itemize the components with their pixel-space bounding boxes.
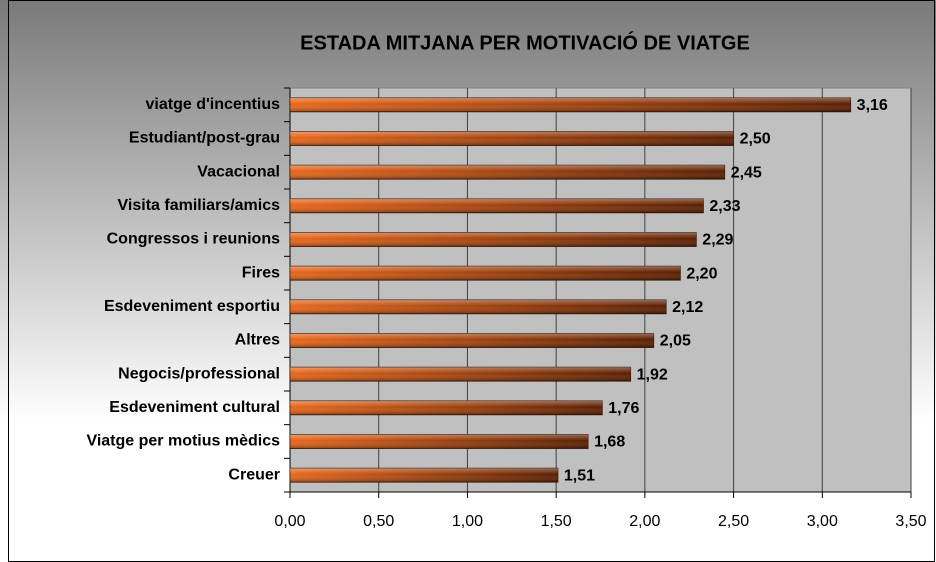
y-tick-label: viatge d'incentius xyxy=(146,96,281,113)
y-tick-label: Fires xyxy=(242,264,280,281)
x-tick-label: 1,00 xyxy=(452,513,483,530)
value-label: 2,05 xyxy=(660,333,691,350)
bar-shade xyxy=(290,131,734,146)
bar-shade xyxy=(290,468,558,483)
bar-shade xyxy=(290,400,603,415)
x-tick-label: 3,50 xyxy=(895,513,926,530)
y-tick-label: Estudiant/post-grau xyxy=(129,130,280,147)
y-tick-label: Visita familiars/amics xyxy=(118,197,281,214)
bar-shade xyxy=(290,232,697,247)
value-label: 2,20 xyxy=(686,265,717,282)
value-label: 2,45 xyxy=(731,164,762,181)
y-tick-label: Vacacional xyxy=(197,163,280,180)
x-tick-label: 2,00 xyxy=(629,513,660,530)
value-label: 2,29 xyxy=(702,232,733,249)
y-tick-label: Esdeveniment cultural xyxy=(109,399,280,416)
value-label: 1,68 xyxy=(594,434,625,451)
bar-shade xyxy=(290,367,631,382)
bar-shade xyxy=(290,333,654,348)
y-tick-label: Negocis/professional xyxy=(118,365,280,382)
bar-shade xyxy=(290,198,704,213)
bar-shade xyxy=(290,97,851,112)
bar-shade xyxy=(290,266,681,281)
value-label: 2,50 xyxy=(740,131,771,148)
x-tick-label: 3,00 xyxy=(807,513,838,530)
x-tick-label: 2,50 xyxy=(718,513,749,530)
bar-shade xyxy=(290,434,589,449)
y-tick-label: Esdeveniment esportiu xyxy=(104,298,280,315)
bar-shade xyxy=(290,299,667,314)
x-tick-label: 1,50 xyxy=(541,513,572,530)
y-tick-label: Viatge per motius mèdics xyxy=(86,433,280,450)
value-label: 1,92 xyxy=(637,366,668,383)
y-tick-label: Congressos i reunions xyxy=(107,231,280,248)
y-tick-label: Creuer xyxy=(228,466,280,483)
value-label: 1,51 xyxy=(564,467,595,484)
value-label: 3,16 xyxy=(857,97,888,114)
x-tick-label: 0,50 xyxy=(363,513,394,530)
x-tick-label: 0,00 xyxy=(274,513,305,530)
bar-shade xyxy=(290,165,725,180)
value-label: 2,33 xyxy=(709,198,740,215)
y-tick-label: Altres xyxy=(235,332,280,349)
value-label: 1,76 xyxy=(608,400,639,417)
chart-title: ESTADA MITJANA PER MOTIVACIÓ DE VIATGE xyxy=(300,30,750,54)
plot-area xyxy=(289,87,912,493)
value-label: 2,12 xyxy=(672,299,703,316)
